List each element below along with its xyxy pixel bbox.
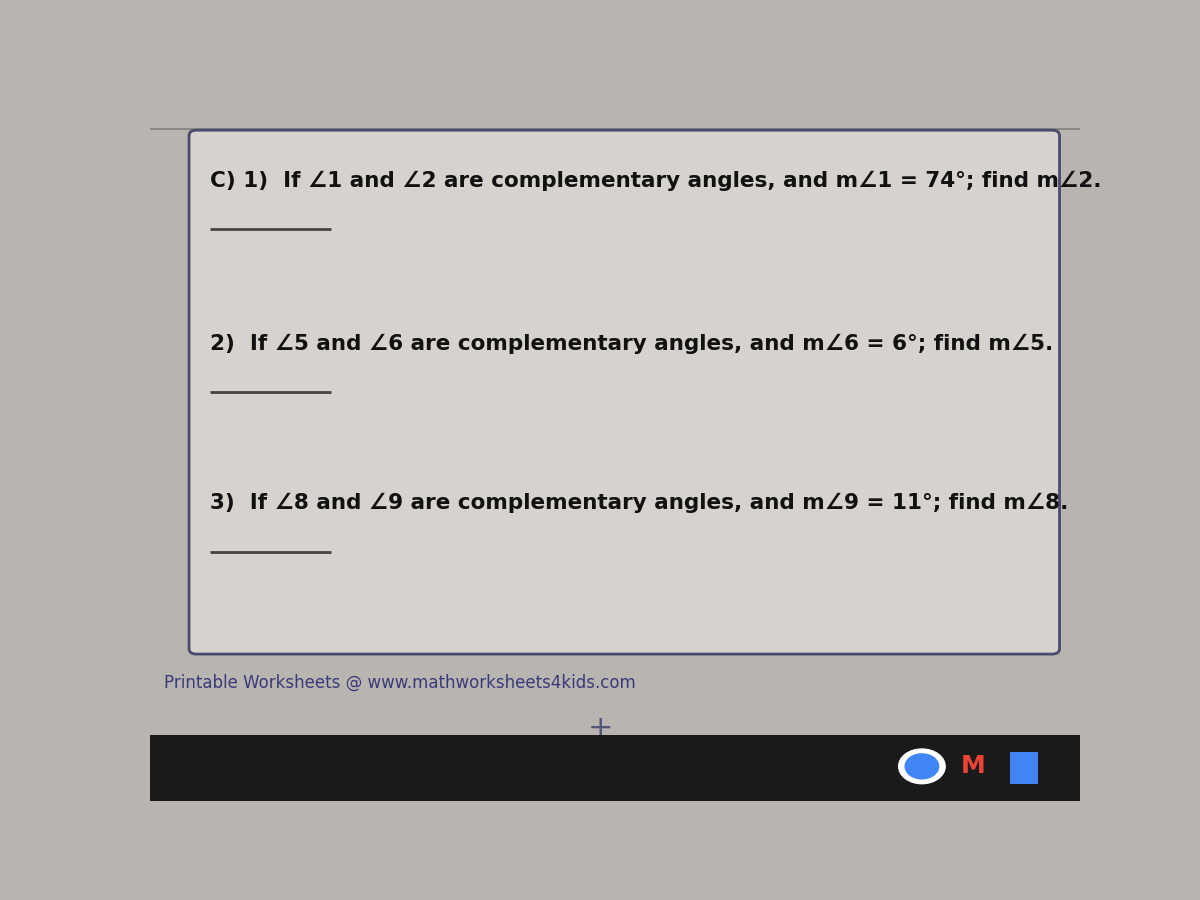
- Text: C) 1)  If ∠1 and ∠2 are complementary angles, and m∠1 = 74°; find m∠2.: C) 1) If ∠1 and ∠2 are complementary ang…: [210, 171, 1102, 191]
- Circle shape: [899, 749, 946, 784]
- Bar: [150, 735, 1080, 801]
- Text: M: M: [961, 754, 985, 778]
- Circle shape: [905, 754, 938, 778]
- Text: 3)  If ∠8 and ∠9 are complementary angles, and m∠9 = 11°; find m∠8.: 3) If ∠8 and ∠9 are complementary angles…: [210, 493, 1069, 513]
- Text: Printable Worksheets @ www.mathworksheets4kids.com: Printable Worksheets @ www.mathworksheet…: [164, 674, 636, 692]
- FancyBboxPatch shape: [190, 130, 1060, 654]
- Text: 2)  If ∠5 and ∠6 are complementary angles, and m∠6 = 6°; find m∠5.: 2) If ∠5 and ∠6 are complementary angles…: [210, 334, 1054, 354]
- Text: +: +: [588, 714, 614, 742]
- Bar: [1010, 752, 1038, 784]
